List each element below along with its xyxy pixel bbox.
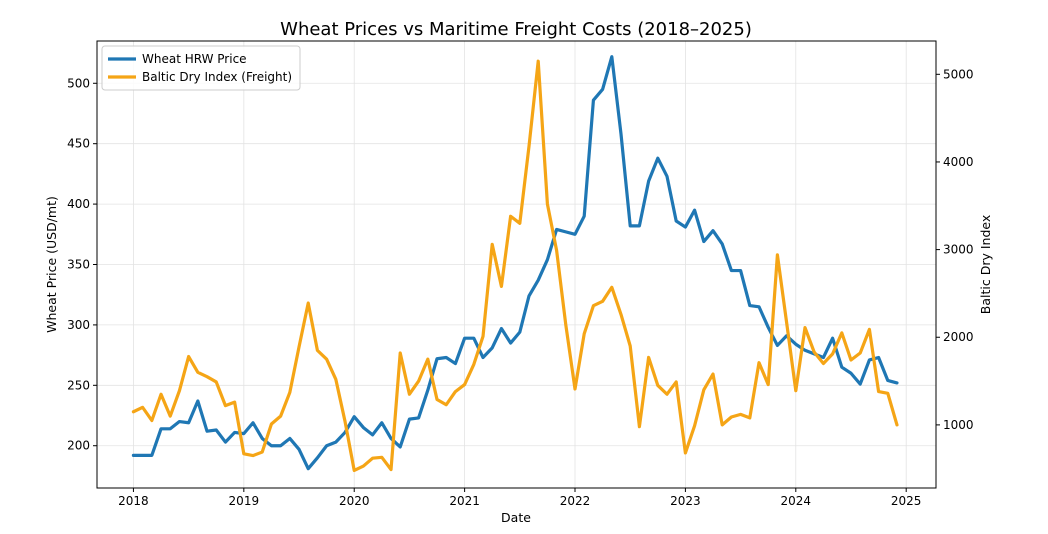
x-tick-label: 2024 bbox=[781, 494, 812, 508]
y-axis-right-label: Baltic Dry Index bbox=[978, 215, 993, 314]
y-left-tick-label: 400 bbox=[67, 197, 90, 211]
y-right-tick-label: 4000 bbox=[943, 155, 974, 169]
y-left-tick-label: 250 bbox=[67, 378, 90, 392]
y-axis-left: 200 250 300 350 400 450 500 bbox=[67, 76, 97, 453]
y-right-tick-label: 1000 bbox=[943, 418, 974, 432]
y-left-tick-label: 350 bbox=[67, 258, 90, 272]
y-right-tick-label: 5000 bbox=[943, 67, 974, 81]
x-tick-label: 2019 bbox=[229, 494, 260, 508]
series-line-freight bbox=[131, 59, 899, 473]
y-axis-right: 1000 2000 3000 4000 5000 bbox=[936, 67, 974, 432]
series-lines bbox=[131, 55, 899, 473]
x-tick-label: 2020 bbox=[339, 494, 370, 508]
y-left-tick-label: 500 bbox=[67, 76, 90, 90]
x-tick-label: 2023 bbox=[670, 494, 701, 508]
y-left-tick-label: 300 bbox=[67, 318, 90, 332]
chart-title: Wheat Prices vs Maritime Freight Costs (… bbox=[280, 19, 752, 40]
y-axis-left-label: Wheat Price (USD/mt) bbox=[44, 196, 59, 333]
legend-label-wheat: Wheat HRW Price bbox=[142, 52, 247, 66]
x-tick-label: 2022 bbox=[560, 494, 591, 508]
x-axis: 2018 2019 2020 2021 2022 2023 2024 2025 bbox=[118, 488, 921, 508]
series-line-wheat bbox=[131, 55, 899, 471]
legend: Wheat HRW Price Baltic Dry Index (Freigh… bbox=[101, 45, 301, 91]
legend-box bbox=[101, 45, 301, 91]
y-left-tick-label: 450 bbox=[67, 137, 90, 151]
y-right-tick-label: 2000 bbox=[943, 330, 974, 344]
x-tick-label: 2025 bbox=[891, 494, 922, 508]
y-left-tick-label: 200 bbox=[67, 439, 90, 453]
x-tick-label: 2021 bbox=[449, 494, 480, 508]
y-right-tick-label: 3000 bbox=[943, 243, 974, 257]
x-tick-label: 2018 bbox=[118, 494, 149, 508]
legend-label-freight: Baltic Dry Index (Freight) bbox=[142, 70, 292, 84]
x-axis-label: Date bbox=[501, 510, 531, 525]
